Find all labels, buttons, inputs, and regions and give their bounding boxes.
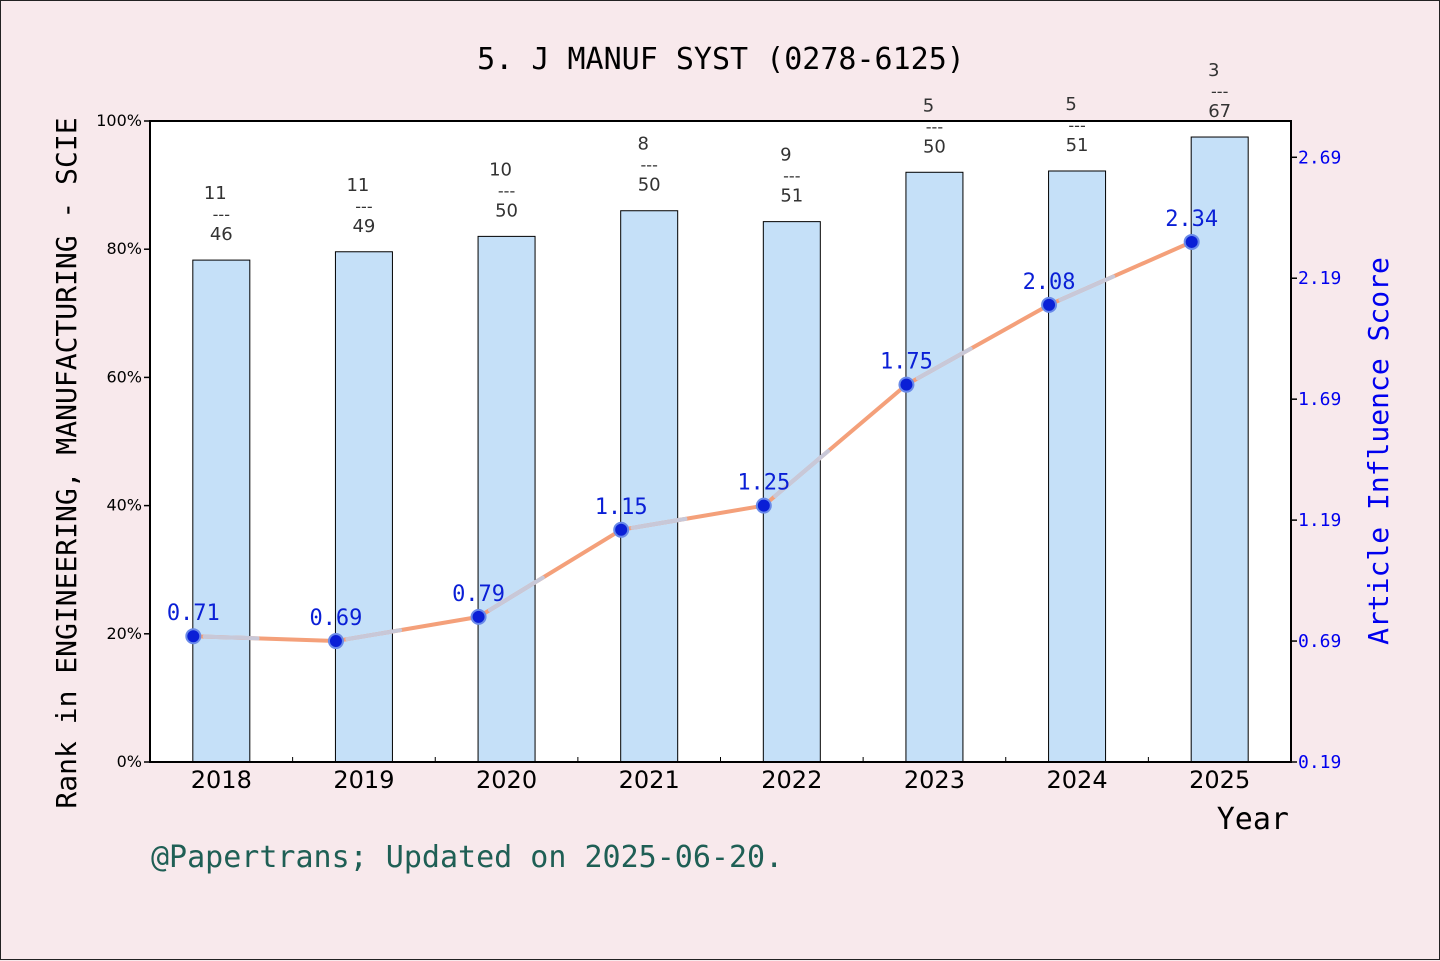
bar-2023 — [905, 171, 964, 763]
y-tick-label: 40% — [106, 496, 142, 515]
bar-2025 — [1190, 136, 1249, 763]
bar-label-numerator: 9 — [780, 145, 791, 166]
bar-label-numerator: 3 — [1208, 60, 1219, 81]
chart-title: 5. J MANUF SYST (0278-6125) — [477, 42, 965, 77]
bar-label-denominator: 51 — [780, 186, 803, 207]
bar-label-numerator: 5 — [923, 95, 934, 116]
x-tick-label: 2018 — [191, 766, 252, 794]
x-tick-label: 2022 — [761, 766, 822, 794]
bar-2021 — [620, 210, 679, 763]
bar-label-numerator: 11 — [346, 175, 369, 196]
influence-line-highlight — [1058, 274, 1116, 302]
influence-value-label: 0.69 — [309, 606, 362, 631]
influence-line-highlight — [915, 346, 973, 381]
line-layer: 0.71 0.69 0.79 1.15 1.25 1.75 2.08 2.34 — [167, 207, 1218, 650]
bar-label-numerator: 11 — [204, 183, 227, 204]
y2-tick-label: 0.19 — [1298, 752, 1341, 773]
bar-label-denominator: 46 — [210, 224, 233, 245]
influence-value-label: 1.15 — [595, 495, 648, 520]
influence-value-label: 2.34 — [1165, 207, 1218, 232]
x-axis-label: Year — [1217, 802, 1289, 837]
y-tick-label: 80% — [106, 239, 142, 258]
bar-label-denominator: 49 — [352, 216, 375, 237]
influence-point-2020 — [470, 608, 487, 625]
x-tick-label: 2024 — [1047, 766, 1108, 794]
bar-label-numerator: 10 — [489, 159, 512, 180]
influence-point-2025 — [1183, 233, 1200, 250]
y-axis-label: Rank in ENGINEERING, MANUFACTURING - SCI… — [50, 117, 83, 808]
influence-point-2019 — [327, 633, 344, 650]
influence-point-2023 — [898, 376, 915, 393]
y2-tick-label: 2.19 — [1298, 268, 1341, 289]
bar-label-divider: --- — [641, 156, 658, 175]
bar-label-denominator: 51 — [1066, 135, 1089, 156]
influence-value-label: 0.79 — [452, 582, 505, 607]
influence-value-label: 1.25 — [737, 471, 790, 496]
influence-value-label: 1.75 — [880, 350, 933, 375]
x-tick-label: 2020 — [476, 766, 537, 794]
bar-label-denominator: 50 — [495, 200, 518, 221]
influence-point-2024 — [1041, 296, 1058, 313]
bar-label-divider: --- — [783, 167, 800, 186]
bar-label-numerator: 8 — [637, 134, 648, 155]
bar-2018 — [192, 259, 251, 763]
bar-label-divider: --- — [926, 117, 943, 136]
influence-point-2021 — [613, 521, 630, 538]
bar-label-denominator: 50 — [638, 175, 661, 196]
x-tick-label: 2019 — [333, 766, 394, 794]
footnote: @Papertrans; Updated on 2025-06-20. — [151, 840, 783, 875]
bar-label-divider: --- — [498, 181, 515, 200]
bar-2019 — [334, 251, 393, 763]
bar-label-denominator: 67 — [1208, 101, 1231, 122]
y-tick-label: 20% — [106, 624, 142, 643]
influence-line-highlight — [345, 628, 403, 642]
influence-line-highlight — [773, 449, 830, 498]
y2-tick-label: 1.19 — [1298, 510, 1341, 531]
y2-axis-label: Article Influence Score — [1362, 257, 1395, 645]
bar-label-divider: --- — [355, 197, 372, 216]
influence-line-highlight — [630, 516, 688, 530]
influence-value-label: 0.71 — [167, 601, 220, 626]
bar-label-divider: --- — [213, 205, 230, 224]
influence-line-highlight — [487, 575, 545, 612]
x-tick-label: 2021 — [619, 766, 680, 794]
plot-area — [150, 121, 1291, 762]
x-tick-label: 2023 — [904, 766, 965, 794]
bar-label-divider: --- — [1211, 82, 1228, 101]
y-tick-label: 60% — [106, 367, 142, 386]
y-tick-label: 100% — [96, 111, 142, 130]
bar-label-denominator: 50 — [923, 136, 946, 157]
influence-value-label: 2.08 — [1023, 270, 1076, 295]
y2-tick-label: 2.69 — [1298, 147, 1341, 168]
bar-2020 — [477, 235, 536, 763]
y2-tick-label: 1.69 — [1298, 389, 1341, 410]
bar-label-numerator: 5 — [1065, 94, 1076, 115]
y2-tick-label: 0.69 — [1298, 631, 1341, 652]
bar-2022 — [762, 221, 821, 763]
bar-label-divider: --- — [1068, 116, 1085, 135]
axes-layer: 0% 20% 40% 60% 80% 100% 0.19 0.69 1.19 1.69 2.19 2.… — [96, 111, 1341, 794]
x-tick-label: 2025 — [1189, 766, 1250, 794]
influence-line-highlight — [202, 634, 260, 641]
influence-point-2022 — [755, 497, 772, 514]
y-tick-label: 0% — [117, 752, 142, 771]
influence-point-2018 — [185, 628, 202, 645]
bar-2024 — [1048, 170, 1107, 763]
